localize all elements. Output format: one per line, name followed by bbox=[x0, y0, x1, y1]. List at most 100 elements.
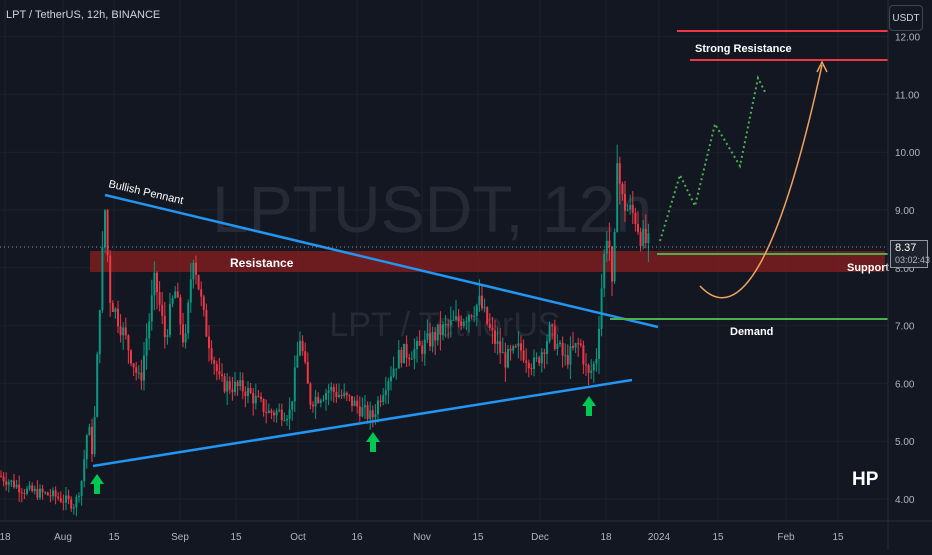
candle-body bbox=[278, 409, 281, 412]
time-tick-label: Oct bbox=[290, 532, 306, 543]
candle-body bbox=[444, 324, 447, 326]
candle-body bbox=[356, 400, 359, 407]
candle-body bbox=[392, 368, 395, 377]
candle-body bbox=[603, 253, 606, 289]
bar-countdown: 03:02:43 bbox=[895, 255, 931, 265]
candle-body bbox=[78, 495, 80, 497]
candle-body bbox=[54, 490, 57, 497]
candle-body bbox=[114, 308, 117, 312]
candle-body bbox=[150, 295, 153, 322]
candle-body bbox=[465, 321, 468, 323]
candle-body bbox=[426, 333, 429, 340]
price-tick-label: 6.00 bbox=[895, 379, 915, 390]
candle-body bbox=[504, 352, 507, 368]
candle-body bbox=[91, 426, 93, 455]
candle-body bbox=[335, 391, 338, 398]
projection-curve bbox=[699, 64, 823, 299]
chart-title: LPT / TetherUS, 12h, BINANCE bbox=[6, 9, 161, 21]
candle-body bbox=[442, 324, 444, 335]
candle-body bbox=[252, 392, 255, 404]
candle-body bbox=[397, 349, 400, 369]
candle-body bbox=[449, 320, 452, 326]
candle-body bbox=[582, 345, 585, 365]
candle-body bbox=[647, 233, 650, 244]
candle-body bbox=[23, 493, 26, 495]
candle-body bbox=[512, 346, 515, 351]
candle-body bbox=[208, 336, 210, 349]
candle-body bbox=[587, 365, 590, 373]
candle-body bbox=[517, 343, 520, 347]
candle-body bbox=[286, 418, 288, 421]
candle-body bbox=[210, 348, 213, 360]
time-tick-label: 15 bbox=[230, 532, 242, 543]
candle-body bbox=[288, 409, 291, 419]
candle-body bbox=[408, 357, 411, 360]
candle-body bbox=[7, 482, 10, 485]
candle-body bbox=[358, 406, 361, 417]
candle-body bbox=[556, 344, 559, 350]
candle-body bbox=[488, 323, 491, 329]
candle-body bbox=[642, 228, 645, 247]
candle-body bbox=[595, 358, 598, 364]
candle-body bbox=[452, 319, 455, 321]
candle-body bbox=[332, 386, 335, 392]
candle-body bbox=[197, 274, 200, 290]
candle-body bbox=[592, 363, 595, 371]
candle-body bbox=[421, 345, 424, 354]
candle-body bbox=[137, 372, 140, 374]
candle-body bbox=[416, 341, 418, 350]
candle-body bbox=[533, 357, 535, 369]
candle-body bbox=[527, 362, 530, 369]
candle-body bbox=[176, 291, 179, 298]
candle-body bbox=[20, 492, 23, 494]
time-tick-label: 2024 bbox=[648, 532, 671, 543]
candle-body bbox=[475, 305, 478, 317]
pennant-lower-line[interactable] bbox=[92, 378, 633, 468]
candle-body bbox=[140, 372, 143, 381]
candle-body bbox=[111, 303, 114, 312]
currency-button[interactable]: USDT bbox=[889, 5, 923, 31]
candle-body bbox=[127, 335, 130, 351]
candle-body bbox=[200, 289, 203, 297]
label-strong-resistance: Strong Resistance bbox=[695, 43, 792, 55]
time-tick-label: 15 bbox=[472, 532, 484, 543]
candle-body bbox=[254, 395, 257, 404]
candle-body bbox=[486, 307, 489, 324]
time-axis[interactable]: 18 Aug 15 Sep 15 Oct 16 Nov 15 Dec 18 2024 15 Feb 15 bbox=[0, 532, 844, 543]
last-price-tag: 8.37 03:02:43 bbox=[890, 240, 931, 268]
price-tick-label: 4.00 bbox=[895, 495, 915, 506]
candle-body bbox=[585, 364, 587, 366]
candle-body bbox=[195, 262, 197, 275]
candle-body bbox=[455, 316, 457, 320]
candle-body bbox=[182, 324, 184, 343]
candle-body bbox=[598, 328, 600, 359]
candle-body bbox=[634, 212, 637, 224]
candle-body bbox=[231, 389, 234, 393]
candle-body bbox=[460, 321, 463, 327]
time-tick-label: 15 bbox=[832, 532, 844, 543]
projection-dotted-path bbox=[659, 74, 766, 242]
candle-body bbox=[374, 414, 377, 418]
candle-body bbox=[5, 481, 8, 485]
candle-body bbox=[28, 485, 31, 489]
candle-body bbox=[218, 371, 221, 375]
time-tick-label: 15 bbox=[108, 532, 120, 543]
pennant-upper-line[interactable] bbox=[104, 193, 659, 329]
candle-body bbox=[644, 228, 647, 244]
time-tick-label: Nov bbox=[413, 532, 431, 543]
candle-body bbox=[353, 400, 356, 406]
candle-body bbox=[496, 341, 499, 344]
candle-body bbox=[400, 349, 403, 364]
candle-body bbox=[616, 163, 619, 232]
candle-body bbox=[366, 405, 369, 419]
candle-body bbox=[283, 420, 286, 422]
buy-arrow-icon bbox=[366, 432, 380, 452]
candle-body bbox=[462, 321, 465, 327]
candle-body bbox=[540, 352, 543, 364]
candle-body bbox=[187, 302, 190, 334]
candle-body bbox=[226, 381, 229, 392]
price-axis[interactable]: 4.00 5.00 6.00 7.00 8.00 9.00 10.00 11.00 12.00 bbox=[895, 33, 920, 506]
candle-body bbox=[434, 331, 437, 341]
